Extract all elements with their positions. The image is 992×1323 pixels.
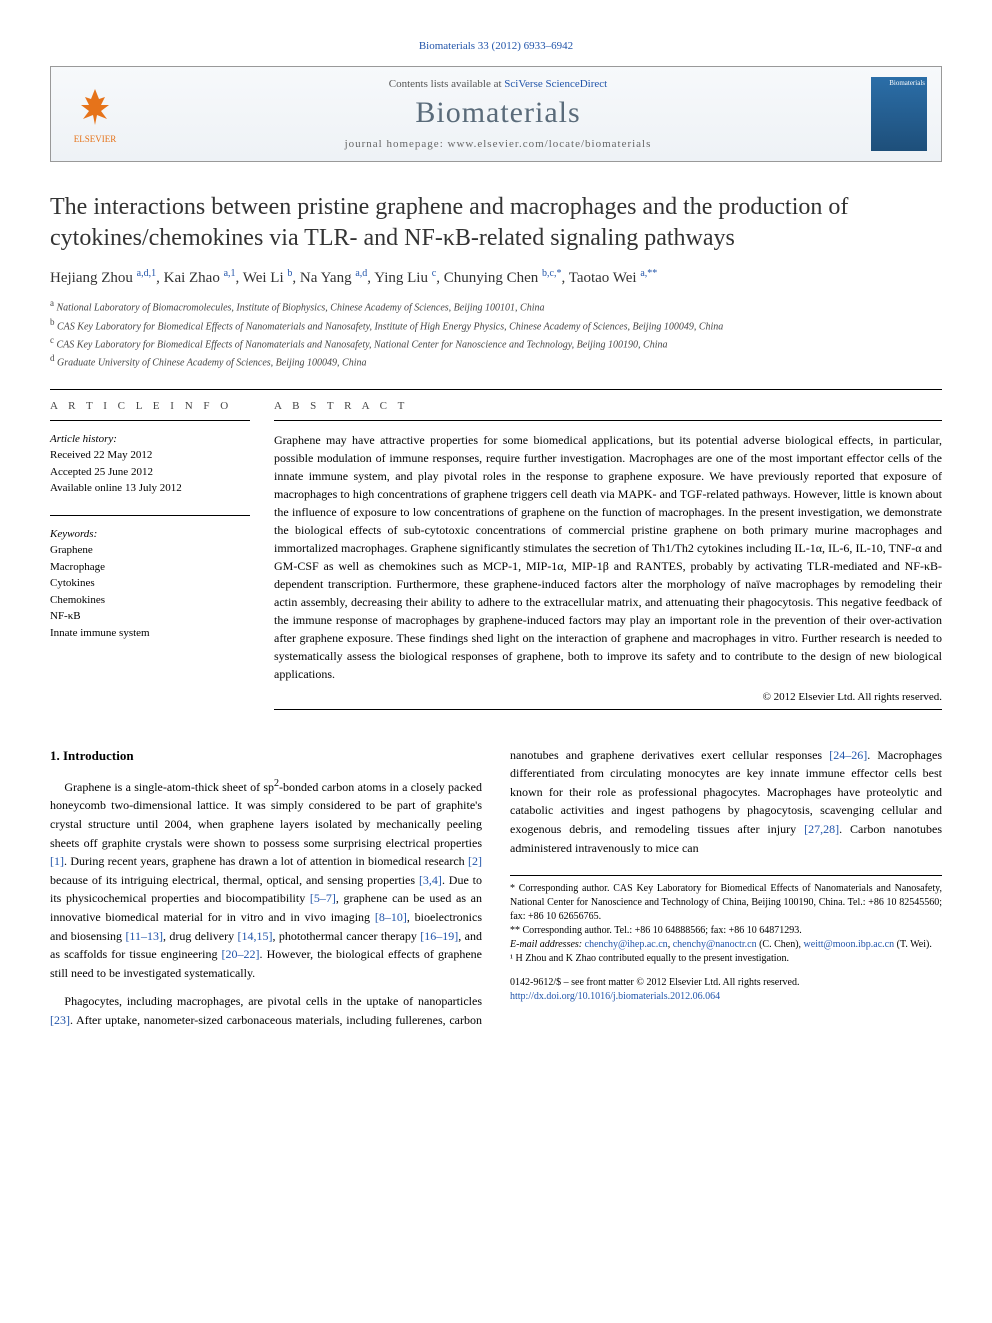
ref-link[interactable]: [3,4] (419, 873, 442, 887)
abstract-label: A B S T R A C T (274, 400, 942, 412)
footnotes: * Corresponding author. CAS Key Laborato… (510, 875, 942, 966)
elsevier-logo: ELSEVIER (65, 79, 125, 149)
ref-link[interactable]: [5–7] (310, 891, 336, 905)
contents-line: Contents lists available at SciVerse Sci… (139, 78, 857, 90)
ref-link[interactable]: [8–10] (375, 910, 407, 924)
article-history: Article history: Received 22 May 2012 Ac… (50, 431, 250, 497)
copyright: © 2012 Elsevier Ltd. All rights reserved… (274, 691, 942, 703)
article-title: The interactions between pristine graphe… (50, 192, 942, 254)
keywords: Keywords: GrapheneMacrophageCytokinesChe… (50, 526, 250, 642)
homepage-line: journal homepage: www.elsevier.com/locat… (139, 138, 857, 150)
issn-line: 0142-9612/$ – see front matter © 2012 El… (510, 976, 942, 990)
corresponding-2: ** Corresponding author. Tel.: +86 10 64… (510, 924, 942, 938)
ref-link[interactable]: [24–26] (829, 748, 867, 762)
ref-link[interactable]: [27,28] (804, 822, 839, 836)
journal-cover-thumb: Biomaterials (871, 77, 927, 151)
section-heading-introduction: 1. Introduction (50, 746, 482, 766)
affiliations: a National Laboratory of Biomacromolecul… (50, 297, 942, 370)
separator (274, 709, 942, 710)
journal-name: Biomaterials (139, 96, 857, 130)
equal-contrib-note: ¹ H Zhou and K Zhao contributed equally … (510, 952, 942, 966)
separator (274, 420, 942, 421)
citation: Biomaterials 33 (2012) 6933–6942 (50, 40, 942, 52)
doi-link[interactable]: http://dx.doi.org/10.1016/j.biomaterials… (510, 991, 720, 1002)
ref-link[interactable]: [11–13] (125, 929, 163, 943)
corresponding-1: * Corresponding author. CAS Key Laborato… (510, 882, 942, 924)
authors: Hejiang Zhou a,d,1, Kai Zhao a,1, Wei Li… (50, 268, 942, 287)
email-link[interactable]: chenchy@nanoctr.cn (673, 939, 757, 950)
ref-link[interactable]: [16–19] (420, 929, 458, 943)
separator (50, 389, 942, 390)
journal-header: ELSEVIER Contents lists available at Sci… (50, 66, 942, 162)
homepage-url[interactable]: www.elsevier.com/locate/biomaterials (448, 138, 652, 150)
abstract-text: Graphene may have attractive properties … (274, 431, 942, 683)
emails: E-mail addresses: chenchy@ihep.ac.cn, ch… (510, 938, 942, 952)
ref-link[interactable]: [14,15] (237, 929, 272, 943)
publisher-name: ELSEVIER (74, 134, 117, 144)
ref-link[interactable]: [2] (468, 854, 482, 868)
intro-paragraph-1: Graphene is a single-atom-thick sheet of… (50, 776, 482, 983)
elsevier-tree-icon (75, 85, 115, 134)
article-body: 1. Introduction Graphene is a single-ato… (50, 746, 942, 1030)
email-link[interactable]: chenchy@ihep.ac.cn (585, 939, 668, 950)
separator (50, 515, 250, 516)
article-info-label: A R T I C L E I N F O (50, 400, 250, 412)
ref-link[interactable]: [1] (50, 854, 64, 868)
sciencedirect-link[interactable]: SciVerse ScienceDirect (504, 78, 607, 90)
footer-meta: 0142-9612/$ – see front matter © 2012 El… (510, 976, 942, 1004)
email-link[interactable]: weitt@moon.ibp.ac.cn (804, 939, 895, 950)
separator (50, 420, 250, 421)
ref-link[interactable]: [20–22] (222, 947, 260, 961)
ref-link[interactable]: [23] (50, 1013, 70, 1027)
